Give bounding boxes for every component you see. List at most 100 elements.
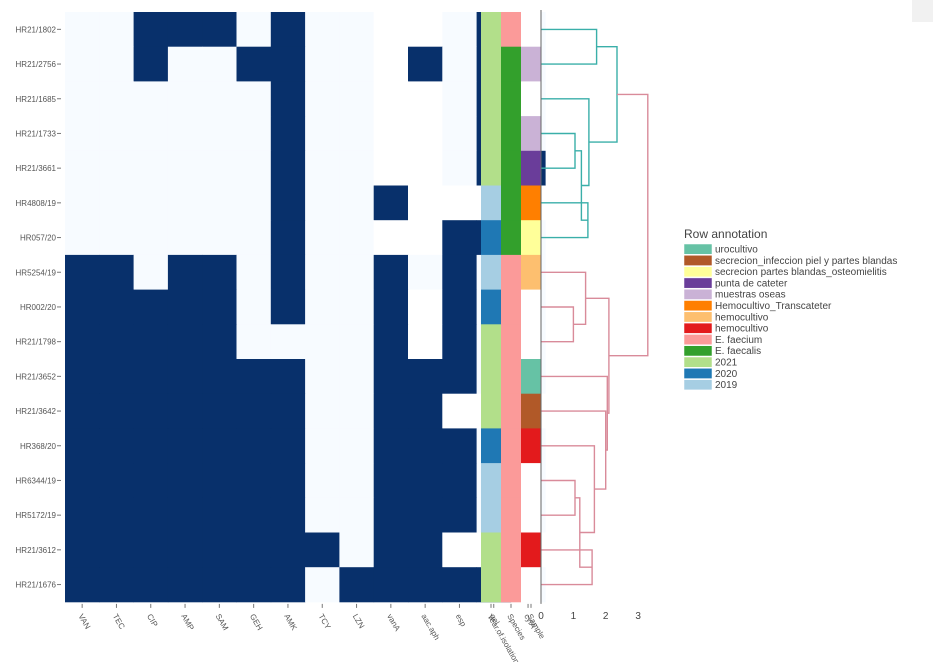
- heatmap-cell: [65, 289, 100, 325]
- species-annotation-cell: [501, 46, 521, 82]
- heatmap-cell: [99, 46, 134, 82]
- legend-swatch: [683, 322, 713, 334]
- heatmap-cell: [408, 324, 443, 360]
- heatmap-cell: [99, 254, 134, 290]
- heatmap-cell: [133, 463, 169, 499]
- dendrogram-link: [608, 93, 649, 357]
- heatmap-cell: [236, 220, 272, 256]
- heatmap-cell: [236, 463, 272, 499]
- heatmap-cell: [339, 116, 375, 152]
- heatmap-cell: [442, 289, 477, 325]
- heatmap-cell: [236, 81, 272, 117]
- heatmap-cell: [408, 567, 443, 603]
- heatmap-cell: [202, 463, 237, 499]
- heatmap-cell: [236, 12, 272, 48]
- heatmap-cell: [270, 463, 306, 499]
- heatmap-cell: [133, 497, 169, 533]
- heatmap-cell: [305, 428, 340, 464]
- heatmap-cell: [305, 324, 340, 360]
- year-annotation-cell: [481, 463, 501, 499]
- heatmap-cell: [339, 46, 375, 82]
- heatmap-cell: [270, 150, 306, 186]
- heatmap-cell: [373, 185, 409, 221]
- heatmap-cell: [339, 324, 375, 360]
- year-annotation-cell: [481, 185, 501, 221]
- heatmap-cell: [99, 150, 134, 186]
- heatmap-cell: [305, 46, 340, 82]
- heatmap-cell: [202, 324, 237, 360]
- legend-swatch: [683, 356, 713, 368]
- row-label: HR21/1685: [16, 95, 57, 104]
- dendrogram-link: [541, 375, 608, 451]
- year-annotation-cell: [481, 532, 501, 568]
- species-annotation-cell: [501, 220, 521, 256]
- heatmap-cell: [167, 150, 203, 186]
- heatmap-cell: [65, 220, 100, 256]
- heatmap-cell: [305, 567, 340, 603]
- heatmap-cell: [408, 428, 443, 464]
- dendrogram-link: [541, 306, 575, 343]
- row-label: HR21/1802: [16, 25, 57, 34]
- year-annotation-cell: [481, 116, 501, 152]
- species-annotation-cell: [501, 324, 521, 360]
- heatmap-cell: [236, 324, 272, 360]
- species-annotation-cell: [501, 150, 521, 186]
- heatmap-cell: [339, 220, 375, 256]
- species-annotation-cell: [501, 12, 521, 48]
- column-label: VAN: [76, 612, 92, 630]
- species-annotation-cell: [501, 185, 521, 221]
- row-label: HR21/1798: [16, 338, 57, 347]
- heatmap-cell: [373, 393, 409, 429]
- heatmap-cell: [65, 567, 100, 603]
- heatmap-cell: [99, 81, 134, 117]
- legend-label: 2019: [715, 380, 738, 391]
- row-label: HR057/20: [20, 234, 57, 243]
- legend-swatch: [683, 288, 713, 300]
- species-annotation-cell: [501, 254, 521, 290]
- heatmap-cell: [65, 324, 100, 360]
- heatmap-cell: [202, 81, 237, 117]
- heatmap-cell: [408, 185, 443, 221]
- heatmap-cell: [270, 46, 306, 82]
- year-annotation-cell: [481, 289, 501, 325]
- heatmap-cell: [99, 324, 134, 360]
- heatmap-cell: [236, 359, 272, 395]
- heatmap-cell: [408, 497, 443, 533]
- heatmap-cell: [65, 81, 100, 117]
- heatmap-cell: [305, 81, 340, 117]
- heatmap-cell: [167, 463, 203, 499]
- heatmap-cell: [339, 428, 375, 464]
- heatmap-cell: [373, 359, 409, 395]
- year-annotation-cell: [481, 254, 501, 290]
- heatmap-cell: [442, 81, 477, 117]
- year-annotation-cell: [481, 324, 501, 360]
- sample-annotation-cell: [521, 463, 541, 499]
- row-label: HR21/3642: [16, 407, 57, 416]
- heatmap-cell: [373, 116, 409, 152]
- heatmap-cell: [65, 463, 100, 499]
- column-label: AMK: [282, 612, 299, 632]
- heatmap-cell: [339, 463, 375, 499]
- heatmap-cell: [99, 116, 134, 152]
- heatmap-cell: [339, 497, 375, 533]
- row-label: HR21/3652: [16, 372, 57, 381]
- sample-annotation-cell: [521, 150, 541, 186]
- heatmap-cell: [99, 497, 134, 533]
- species-annotation-cell: [501, 463, 521, 499]
- legend-label: E. faecium: [715, 335, 762, 346]
- heatmap-cell: [305, 116, 340, 152]
- heatmap-cell: [167, 46, 203, 82]
- heatmap-cell: [408, 150, 443, 186]
- heatmap-cell: [442, 150, 477, 186]
- dendrogram-tick-label: 0: [538, 611, 544, 622]
- row-label: HR21/2756: [16, 60, 57, 69]
- year-annotation-cell: [481, 220, 501, 256]
- legend-label: urocultivo: [715, 245, 758, 256]
- heatmap-cell: [65, 359, 100, 395]
- heatmap-cell: [339, 532, 375, 568]
- column-label: AMP: [179, 612, 195, 632]
- heatmap-cell: [65, 12, 100, 48]
- heatmap-cell: [305, 497, 340, 533]
- heatmap-cell: [373, 532, 409, 568]
- column-label: TCY: [317, 612, 333, 631]
